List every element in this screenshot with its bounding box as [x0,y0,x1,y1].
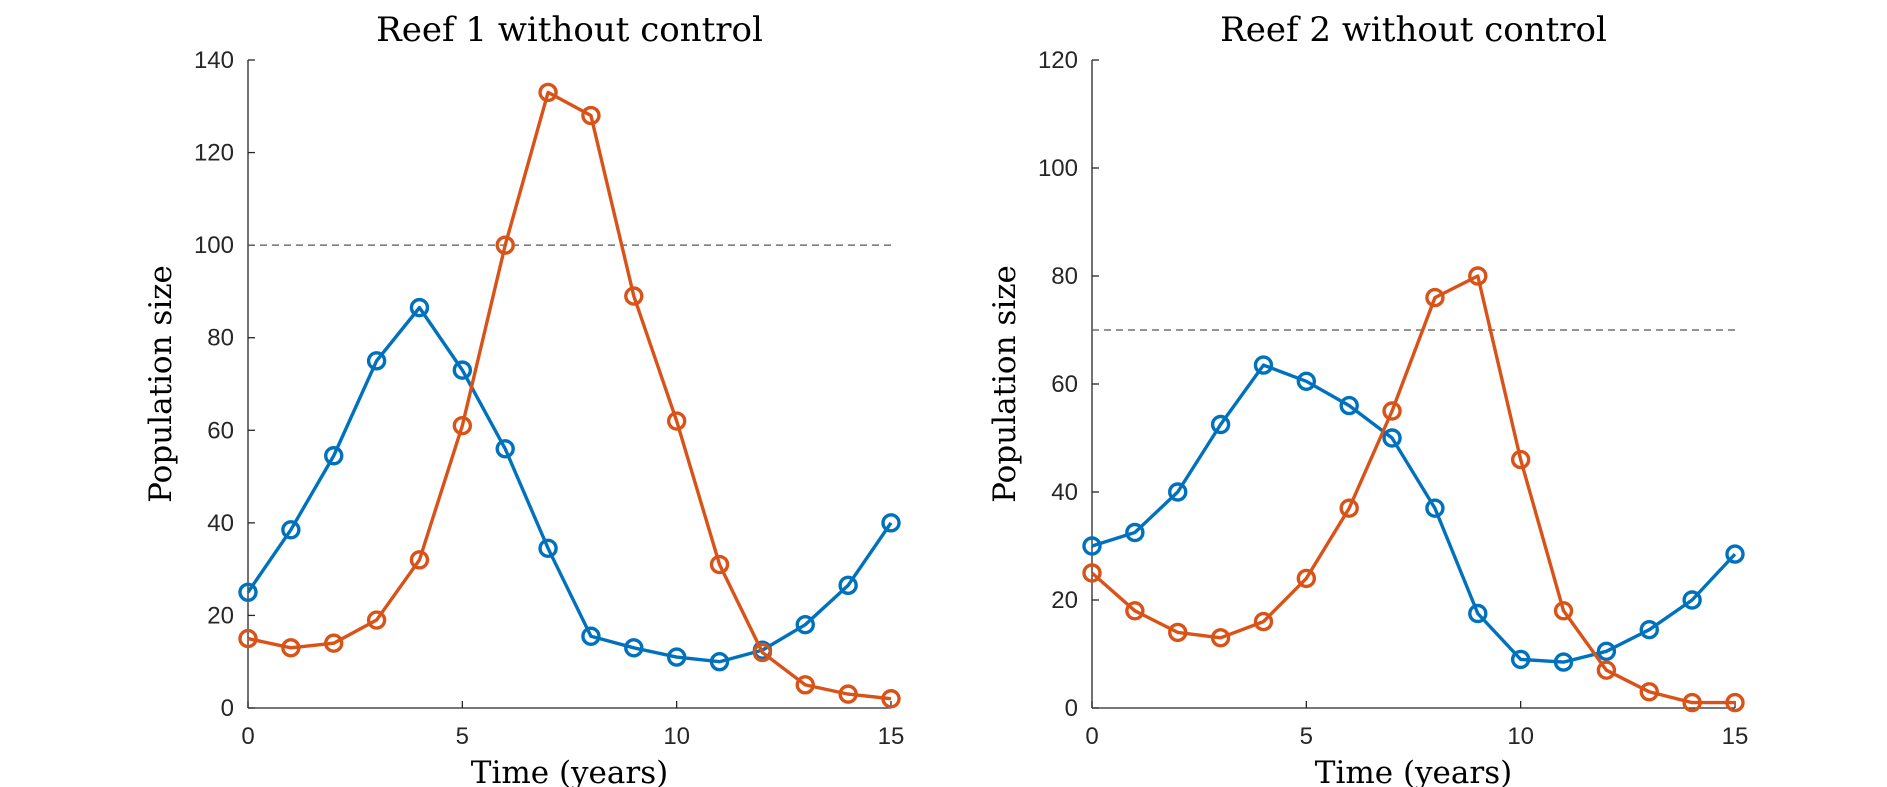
y-tick-label: 0 [1065,695,1078,722]
y-tick-label: 40 [1051,479,1078,506]
y-tick-label: 120 [194,140,234,167]
series-2-point [452,415,473,436]
series-1-point [838,575,858,596]
series-1-point [495,439,515,459]
series-2-point [752,642,773,663]
series-1-point [1639,620,1659,640]
y-tick-label: 80 [207,325,234,352]
x-tick-label: 0 [241,723,254,750]
series-1-point [366,351,387,371]
series-2-point [495,235,515,255]
series-1-point [1210,414,1231,435]
series-1-point [795,614,815,635]
x-tick-label: 0 [1085,723,1098,750]
series-2-point [581,105,601,126]
series-1-point [1296,371,1317,391]
series-2-point [1425,287,1445,308]
series-1-point [452,360,473,380]
series-2-point [881,689,901,709]
series-1-point [1168,482,1188,502]
series-1-point [666,647,687,667]
x-tick-label: 10 [1507,723,1534,750]
x-tick-label: 15 [878,723,905,750]
series-2-point [1682,692,1702,713]
series-2-point [1725,692,1745,713]
series-1-point [1125,522,1145,543]
x-tick-label: 15 [1722,723,1749,750]
series-2-point [1296,568,1317,589]
y-tick-label: 100 [1038,155,1078,182]
series-1-point [581,626,601,646]
y-tick-label: 100 [194,232,234,259]
series-1-point [881,513,901,533]
y-tick-label: 20 [207,602,234,629]
y-tick-label: 60 [1051,371,1078,398]
series-2-point [1253,611,1274,632]
series-1-point [1382,428,1402,448]
series-2-point [409,550,430,570]
y-axis-label: Population size [987,265,1023,503]
series-2-point [1553,601,1574,621]
y-tick-label: 20 [1051,587,1078,614]
x-axis-label: Time (years) [471,755,668,787]
series-1-point [281,520,301,540]
series-2-point [1382,401,1402,421]
series-1-point [1468,603,1488,624]
series-2-point [1125,601,1145,621]
series-1-point [624,638,644,658]
series-2-point [1510,449,1531,470]
series-1-point [1082,536,1102,556]
series-line-2 [1090,274,1735,705]
y-tick-label: 60 [207,417,234,444]
chart-title: Reef 2 without control [1220,10,1607,50]
series-2-point [838,684,858,704]
series-1-point [1553,652,1574,672]
series-1-point [1339,395,1359,416]
y-tick-label: 120 [1038,47,1078,74]
series-2-point [1168,622,1188,643]
y-tick-label: 80 [1051,263,1078,290]
series-2-point [366,610,387,630]
x-tick-label: 5 [1300,723,1313,750]
series-1-point [538,538,558,559]
y-tick-label: 0 [221,695,234,722]
series-2-point [709,554,730,575]
chart-panel-reef-2: 0 20 40 60 80 100 120 0 5 10 15 Reef 2 without cont… [987,10,1748,787]
series-1-point [1510,649,1531,670]
series-1-point [1596,641,1617,661]
series-2-point [281,638,301,658]
chart-title: Reef 1 without control [376,10,763,50]
x-axis-label: Time (years) [1315,755,1512,787]
series-2-point [238,628,258,649]
series-2-point [1639,682,1659,702]
x-tick-label: 10 [663,723,690,750]
series-line-1 [246,305,893,664]
y-tick-label: 40 [207,510,234,537]
y-axis-label: Population size [143,265,179,503]
series-1-point [1725,544,1745,564]
series-line-1 [1091,363,1737,664]
series-2-point [1082,563,1102,583]
series-1-point [1682,590,1702,610]
series-2-point [1596,660,1617,680]
series-2-point [795,675,815,695]
series-2-point [624,286,644,306]
series-2-point [1210,628,1231,648]
x-tick-label: 5 [456,723,469,750]
series-2-point [1468,266,1488,286]
series-2-point [666,411,687,431]
series-1-point [1425,498,1445,518]
series-1-point [324,446,344,466]
series-2-point [1339,498,1359,518]
series-1-point [709,652,730,672]
series-1-point [238,582,258,602]
y-tick-label: 140 [194,47,234,74]
series-1-point [409,297,430,318]
series-2-point [538,82,558,103]
series-line-2 [247,90,892,701]
series-2-point [324,633,344,653]
chart-panel-reef-1: 0 20 40 60 80 100 120 140 0 5 10 15 Reef 1 without c… [143,10,904,787]
series-1-point [1253,355,1274,375]
